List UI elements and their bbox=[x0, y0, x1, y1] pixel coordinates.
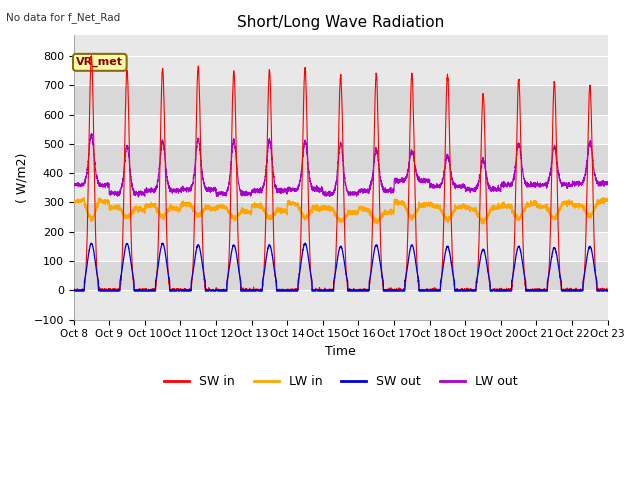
Legend: SW in, LW in, SW out, LW out: SW in, LW in, SW out, LW out bbox=[159, 370, 522, 393]
Bar bbox=[74, 261, 608, 290]
X-axis label: Time: Time bbox=[325, 345, 356, 358]
Bar bbox=[74, 56, 608, 85]
Bar bbox=[74, 115, 608, 144]
Bar bbox=[74, 232, 608, 261]
Text: VR_met: VR_met bbox=[76, 57, 124, 68]
Title: Short/Long Wave Radiation: Short/Long Wave Radiation bbox=[237, 15, 444, 30]
Bar bbox=[74, 290, 608, 320]
Text: No data for f_Net_Rad: No data for f_Net_Rad bbox=[6, 12, 121, 23]
Y-axis label: ( W/m2): ( W/m2) bbox=[15, 152, 28, 203]
Bar bbox=[74, 173, 608, 203]
Bar bbox=[74, 203, 608, 232]
Bar bbox=[74, 144, 608, 173]
Bar bbox=[74, 85, 608, 115]
